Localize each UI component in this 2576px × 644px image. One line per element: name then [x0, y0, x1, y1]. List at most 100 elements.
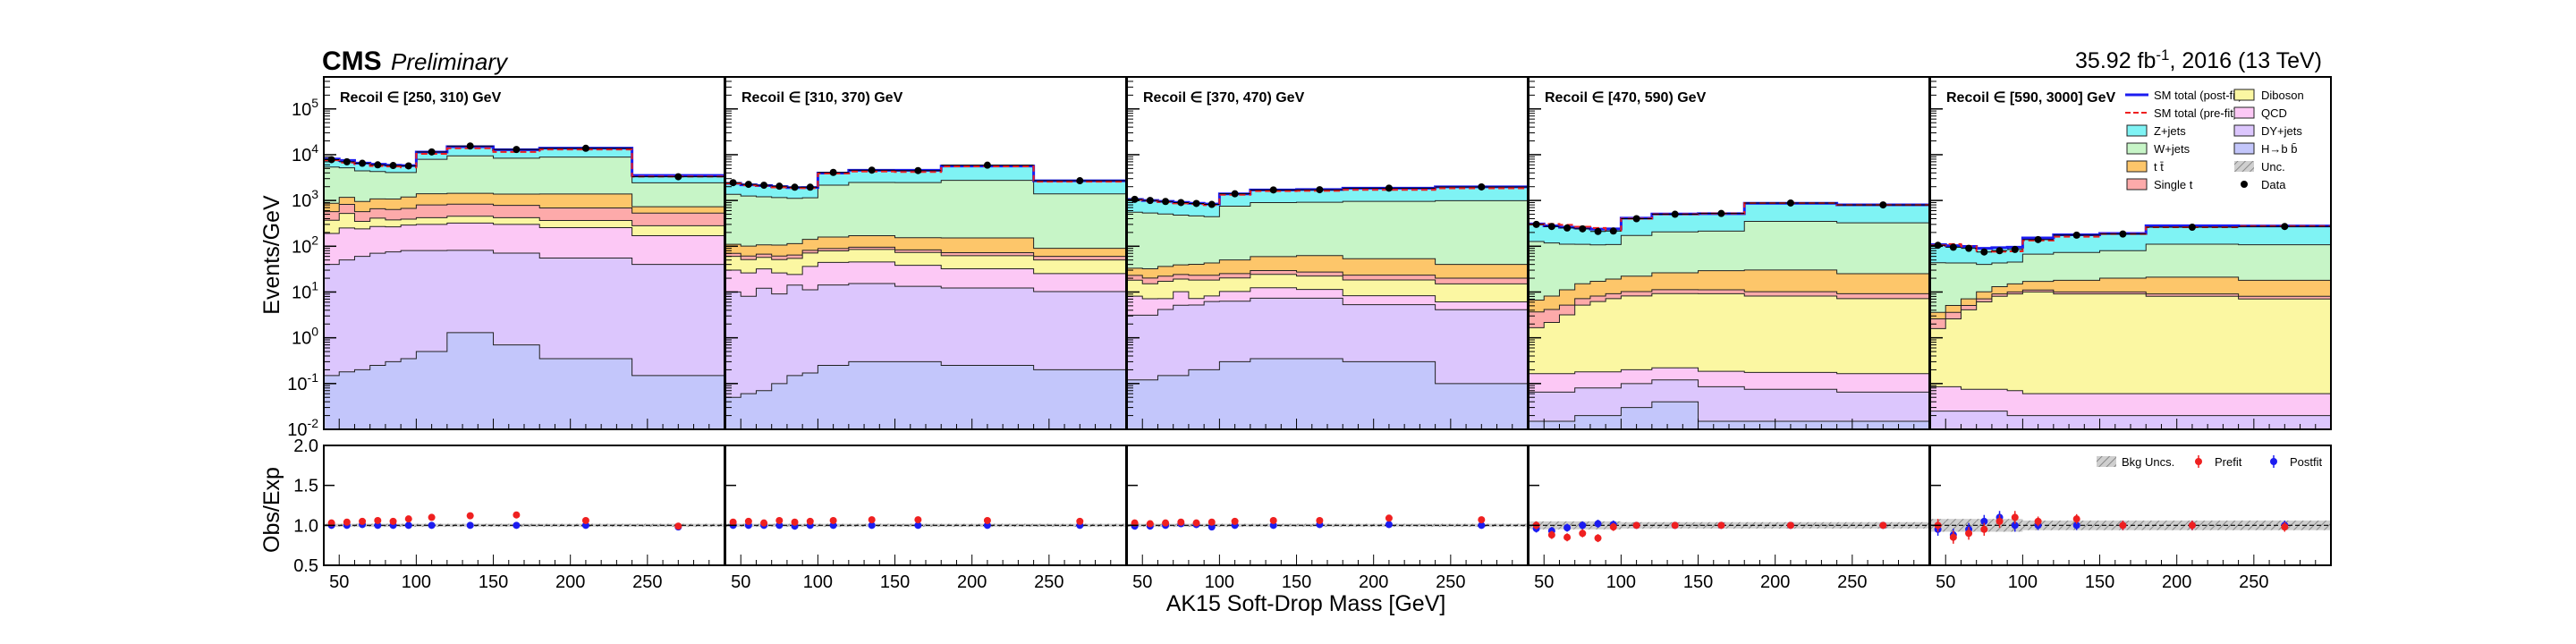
ratio-plot: 2.0 1.5 1.0 0.5 50 100 150 200 250 [293, 436, 725, 592]
y-tick-exponent: 4 [311, 141, 318, 156]
legend-label: SM total (post-fit) [2154, 89, 2242, 102]
prefit-point [2034, 517, 2042, 525]
legend-diboson: Diboson [2233, 89, 2304, 102]
prefit-point [1231, 517, 1239, 525]
data-point [1996, 247, 2004, 255]
y-tick-label: 101 [292, 278, 318, 302]
x-tick-label: 150 [1282, 572, 1311, 592]
postfit-point [466, 521, 474, 530]
y-tick-label: 10-1 [287, 370, 318, 394]
x-tick-label: 50 [1534, 572, 1554, 592]
ratio-y-tick-label: 2.0 [293, 436, 318, 456]
prefit-point [2188, 521, 2196, 530]
prefit-point [1786, 521, 1794, 530]
prefit-point [1146, 520, 1154, 528]
data-point [389, 162, 397, 170]
prefit-point [806, 517, 814, 525]
panel-title: Recoil ∈ [370, 470) GeV [1143, 90, 1305, 106]
prefit-point [1632, 521, 1640, 530]
y-tick-mantissa: 10 [292, 283, 311, 302]
y-tick-exponent: 5 [311, 96, 318, 110]
legend-label: t t̄ [2154, 160, 2164, 174]
data-point [806, 183, 814, 191]
y-tick-label: 105 [292, 96, 318, 120]
postfit-point [1579, 521, 1587, 530]
x-tick-label: 200 [555, 572, 585, 592]
legend-label: Postfit [2290, 455, 2323, 469]
data-point [1231, 190, 1239, 198]
data-point [2011, 245, 2019, 253]
y-tick-exponent: -1 [308, 370, 319, 385]
legend-label: Diboson [2261, 89, 2304, 102]
prefit-point [466, 512, 474, 520]
y-tick-label: 100 [292, 325, 318, 349]
postfit-point [1594, 520, 1602, 528]
y-tick-mantissa: 10 [292, 329, 311, 349]
legend-dy-jets: DY+jets [2233, 124, 2302, 138]
prefit-point [1996, 517, 2004, 525]
prefit-point [829, 516, 837, 524]
prefit-point [1579, 530, 1587, 538]
data-point [1934, 242, 1942, 250]
prefit-point [775, 516, 784, 524]
data-point [674, 173, 682, 181]
prefit-point [744, 517, 752, 525]
legend-label: Single t [2154, 178, 2193, 191]
legend-swatch [2126, 160, 2148, 173]
prefit-point [1609, 523, 1617, 531]
x-tick-label: 100 [402, 572, 431, 592]
y-tick-mantissa: 10 [292, 191, 311, 211]
x-tick-label: 250 [1034, 572, 1063, 592]
data-point [343, 157, 351, 165]
y-tick-exponent: 3 [311, 187, 318, 201]
y-tick-mantissa: 10 [292, 100, 311, 120]
data-point [1192, 199, 1200, 208]
prefit-point [1547, 531, 1555, 539]
legend-label: Bkg Uncs. [2122, 455, 2174, 469]
legend-label: Z+jets [2154, 124, 2186, 138]
data-point [1162, 198, 1170, 206]
prefit-point [581, 516, 589, 524]
data-point [1609, 227, 1617, 235]
y-tick-exponent: -2 [308, 416, 319, 430]
prefit-point [1594, 534, 1602, 542]
x-tick-label: 150 [880, 572, 910, 592]
prefit-point [374, 516, 382, 524]
x-tick-label: 250 [1837, 572, 1867, 592]
legend-swatch [2126, 124, 2148, 137]
x-tick-label: 200 [1359, 572, 1388, 592]
postfit-point [1980, 517, 1988, 525]
main-plot: Recoil ∈ [370, 470) GeV [1126, 76, 1529, 430]
x-tick-label: 100 [2008, 572, 2038, 592]
prefit-point [983, 516, 991, 524]
data-point [1579, 225, 1587, 233]
legend-label: QCD [2261, 106, 2287, 120]
legend-ttbar: t t̄ [2126, 160, 2164, 174]
y-tick-label: 102 [292, 233, 318, 257]
ratio-plot: 50 100 150 200 250 [724, 445, 1127, 592]
data-point [1632, 215, 1640, 223]
panel-3: Recoil ∈ [370, 470) GeV 50 100 150 200 250 [1126, 76, 1529, 592]
legend-swatch [2241, 181, 2248, 188]
panel-title: Recoil ∈ [590, 3000] GeV [1946, 90, 2115, 106]
prefit-point [1949, 533, 1957, 541]
data-point [1786, 199, 1794, 207]
x-tick-label: 200 [2162, 572, 2191, 592]
data-point [1532, 220, 1540, 228]
legend-swatch [2126, 178, 2148, 191]
x-tick-label: 200 [1760, 572, 1790, 592]
data-point [513, 146, 521, 154]
cms-label: CMS [322, 47, 382, 76]
data-point [1177, 199, 1185, 207]
data-point [1076, 177, 1084, 185]
postfit-point [1563, 524, 1572, 532]
legend-swatch [2233, 89, 2255, 101]
y-tick-exponent: 1 [311, 278, 318, 292]
data-point [2188, 224, 2196, 232]
main-plot: Recoil ∈ [590, 3000] GeV [1929, 76, 2332, 430]
postfit-point [914, 521, 922, 530]
ratio-frame [1528, 445, 1930, 566]
data-point [1965, 244, 1973, 252]
data-point [1269, 186, 1277, 194]
stack-h-bb [724, 360, 1127, 430]
